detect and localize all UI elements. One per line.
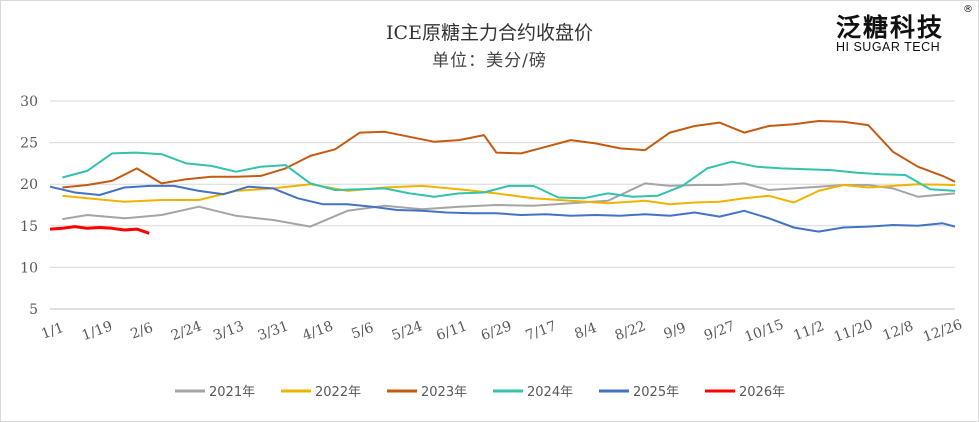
x-tick-label: 11/20	[832, 317, 875, 346]
grid-lines	[50, 100, 955, 310]
x-tick-label: 6/29	[479, 318, 514, 344]
x-tick-label: 6/11	[434, 318, 469, 344]
brand-logo-en: HI SUGAR TECH	[836, 40, 941, 54]
x-tick-label: 3/13	[211, 318, 246, 344]
legend-label-2023: 2023年	[421, 385, 467, 400]
x-tick-label: 9/27	[702, 318, 737, 344]
x-tick-label: 1/19	[80, 318, 115, 344]
x-tick-label: 7/17	[524, 318, 559, 344]
chart-subtitle: 单位：美分/磅	[432, 51, 547, 71]
y-tick-label: 20	[20, 177, 38, 193]
series-line-2021	[62, 182, 956, 228]
x-tick-label: 10/15	[743, 317, 786, 346]
legend-label-2022: 2022年	[315, 385, 361, 400]
x-tick-label: 12/8	[881, 318, 916, 344]
y-tick-label: 25	[20, 136, 38, 152]
legend-label-2025: 2025年	[633, 385, 679, 400]
chart-title: ICE原糖主力合约收盘价	[386, 22, 593, 44]
x-tick-label: 5/6	[349, 320, 376, 343]
x-axis-ticks: 1/1 1/19 2/6 2/24 3/13 3/31 4/18 5/6 5/24 6/11 6/2…	[39, 317, 964, 346]
brand-registered-mark: ®	[963, 4, 973, 15]
series-lines	[49, 120, 956, 235]
legend-label-2024: 2024年	[527, 385, 573, 400]
y-tick-label: 5	[29, 302, 38, 318]
y-tick-label: 10	[20, 260, 38, 276]
y-axis-ticks: 5 10 15 20 25 30	[20, 94, 38, 318]
legend-label-2026: 2026年	[739, 385, 785, 400]
x-tick-label: 4/18	[300, 318, 335, 344]
x-tick-label: 5/24	[390, 318, 425, 344]
x-tick-label: 11/2	[791, 318, 826, 344]
x-tick-label: 9/9	[662, 320, 689, 343]
x-tick-label: 8/4	[572, 320, 599, 343]
series-line-2025	[49, 184, 956, 233]
x-tick-label: 2/24	[169, 318, 204, 344]
y-tick-label: 15	[20, 219, 38, 235]
x-tick-label: 2/6	[129, 320, 156, 343]
brand-logo-cn: 泛糖科技	[836, 13, 945, 42]
series-line-2026	[49, 225, 150, 235]
legend-label-2021: 2021年	[209, 385, 255, 400]
legend: 2021年 2022年 2023年 2024年 2025年 2026年	[175, 385, 785, 400]
x-tick-label: 12/26	[921, 317, 964, 346]
x-tick-label: 1/1	[39, 320, 66, 343]
x-tick-label: 8/22	[613, 318, 648, 344]
series-line-2023	[62, 120, 956, 189]
x-tick-label: 3/31	[256, 318, 291, 344]
series-line-2024	[62, 151, 956, 200]
y-tick-label: 30	[20, 94, 38, 110]
